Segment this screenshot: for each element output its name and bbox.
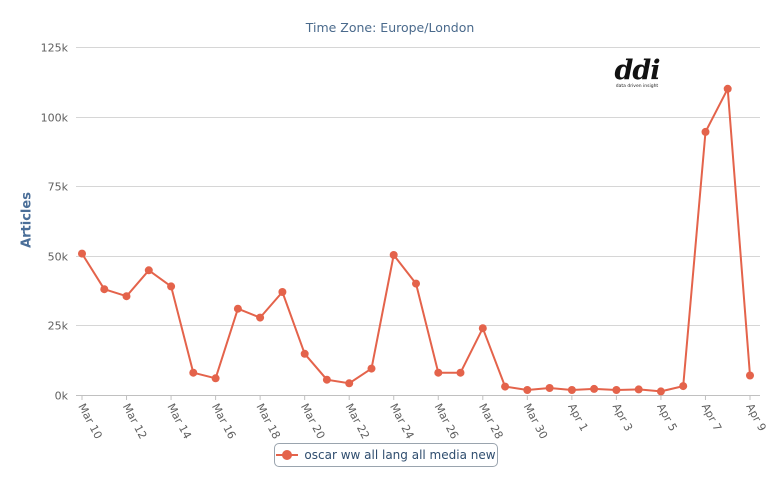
y-tick-label: 125k (41, 42, 69, 55)
gridlines (76, 47, 760, 396)
data-point (501, 382, 510, 391)
data-point (434, 368, 443, 377)
data-point (256, 313, 265, 322)
x-tick-label: Apr 3 (610, 401, 635, 433)
x-tick-label: Mar 16 (209, 401, 238, 441)
x-tick-label: Mar 22 (343, 401, 372, 441)
x-tick-label: Mar 14 (164, 401, 193, 441)
x-tick-label: Apr 1 (565, 401, 590, 433)
data-point (545, 384, 554, 392)
data-point (701, 127, 710, 136)
data-point (100, 285, 109, 294)
chart-subtitle: Time Zone: Europe/London (305, 20, 475, 35)
ddi-logo: ddi data driven insight (606, 55, 668, 90)
data-point (345, 379, 354, 388)
x-tick-label: Mar 26 (432, 401, 461, 441)
data-point (389, 251, 398, 259)
data-point (478, 324, 487, 333)
legend-line-marker-icon (276, 450, 299, 460)
x-tick-label: Mar 12 (120, 401, 149, 441)
chart-legend[interactable]: oscar ww all lang all media new (274, 443, 498, 467)
data-point (278, 288, 287, 296)
data-point (367, 364, 376, 373)
data-point (412, 279, 420, 288)
x-tick-label: Mar 18 (253, 401, 282, 441)
y-axis-ticks: 0k 25k 50k 75k 100k 125k (41, 42, 69, 403)
data-point (211, 374, 220, 383)
data-point (590, 384, 599, 393)
data-point (656, 387, 665, 396)
y-tick-label: 50k (48, 251, 69, 264)
data-point (723, 84, 732, 93)
series-line (81, 87, 751, 393)
x-tick-label: Apr 7 (699, 401, 724, 433)
x-tick-label: Mar 28 (476, 401, 505, 441)
x-tick-label: Apr 5 (654, 401, 679, 433)
data-point (78, 249, 86, 258)
data-point (746, 371, 754, 380)
data-point (144, 266, 153, 275)
data-point (612, 386, 621, 394)
x-tick-label: Mar 10 (75, 401, 104, 441)
y-tick-label: 0k (55, 390, 69, 403)
data-point (167, 282, 176, 291)
logo-tagline: data driven insight (615, 84, 659, 89)
data-point (122, 292, 131, 301)
x-tick-label: Mar 30 (521, 401, 550, 441)
data-point (567, 386, 576, 394)
data-point (523, 386, 532, 394)
y-tick-label: 75k (48, 181, 69, 194)
x-axis-ticks: Mar 10 Mar 12 Mar 14 Mar 16 Mar 18 Mar 20 Mar … (75, 395, 769, 441)
y-tick-label: 100k (41, 112, 69, 125)
x-tick-label: Mar 20 (298, 401, 327, 441)
series-layer (78, 84, 754, 396)
x-tick-label: Mar 24 (387, 401, 416, 441)
y-axis-label: Articles (19, 192, 35, 248)
logo-wordmark: ddi (614, 55, 660, 86)
data-point (679, 382, 688, 391)
data-point (634, 385, 643, 394)
x-tick-label: Apr 9 (743, 401, 768, 433)
data-point (233, 304, 242, 313)
data-point (300, 349, 309, 358)
legend-series-label: oscar ww all lang all media new (304, 448, 496, 462)
data-point (189, 368, 198, 377)
data-point (456, 368, 465, 377)
y-tick-label: 25k (48, 320, 69, 333)
data-point (322, 375, 331, 384)
